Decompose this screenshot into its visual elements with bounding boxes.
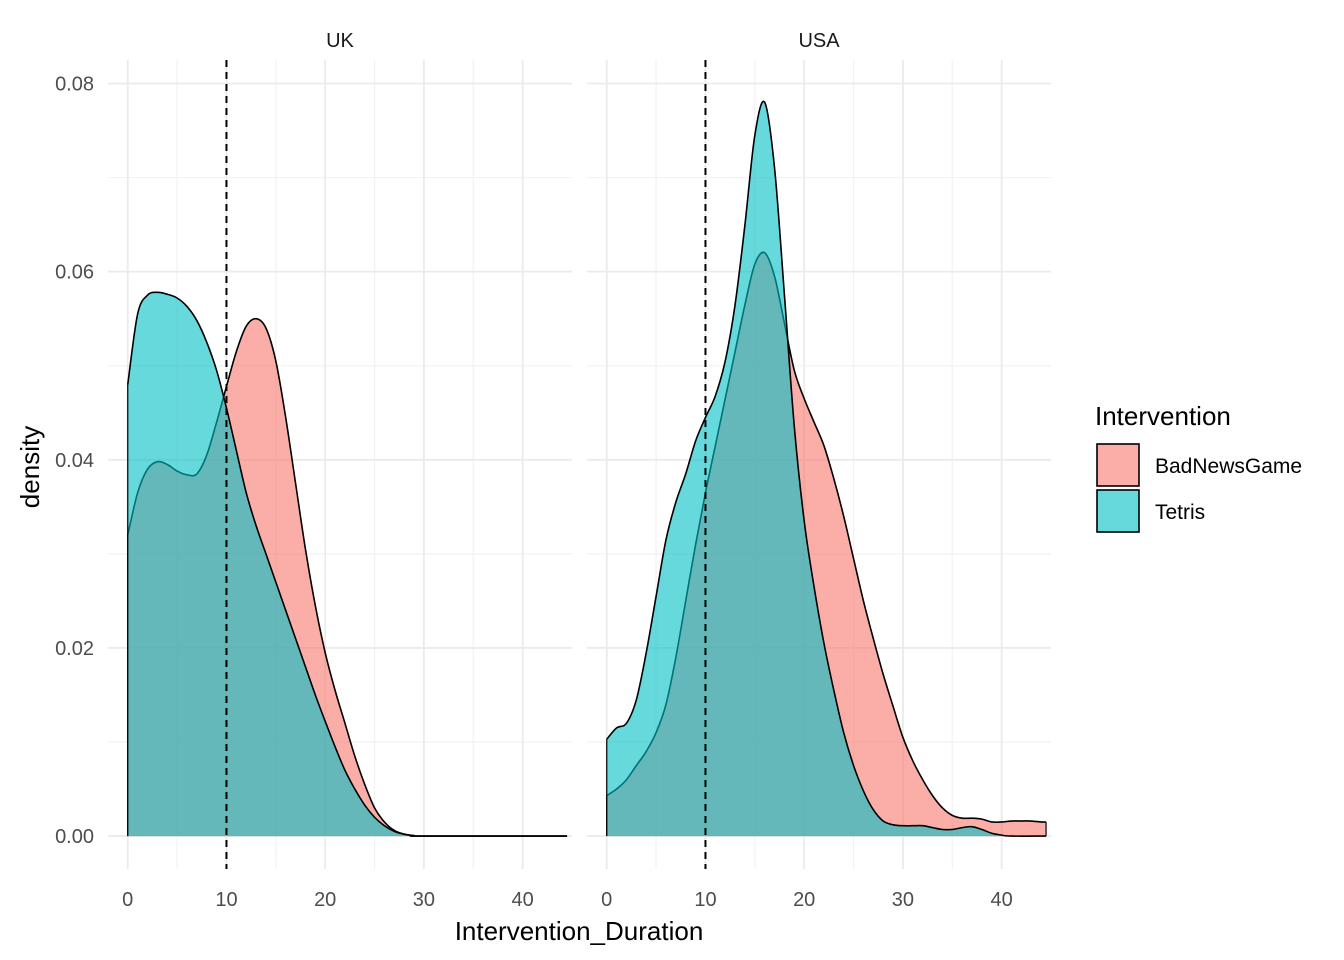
y-tick-label: 0.04	[55, 450, 94, 472]
legend-label: Tetris	[1155, 501, 1205, 524]
x-axis-title: Intervention_Duration	[455, 916, 704, 946]
legend-key-tetris	[1097, 490, 1139, 532]
y-tick-label: 0.08	[55, 74, 94, 96]
x-tick-label: 30	[892, 889, 914, 911]
x-tick-label: 10	[694, 889, 716, 911]
facet-strip-label: USA	[798, 30, 840, 52]
y-tick-label: 0.02	[55, 638, 94, 660]
x-tick-label: 10	[215, 889, 237, 911]
x-tick-label: 0	[122, 889, 133, 911]
x-tick-label: 0	[601, 889, 612, 911]
y-tick-label: 0.06	[55, 262, 94, 284]
x-tick-label: 20	[793, 889, 815, 911]
legend-key-badnewsgame	[1097, 444, 1139, 486]
y-axis-title: density	[15, 426, 45, 508]
legend-title: Intervention	[1095, 401, 1231, 431]
legend-label: BadNewsGame	[1155, 455, 1302, 478]
x-tick-label: 40	[991, 889, 1013, 911]
facet-strip-label: UK	[326, 30, 354, 52]
x-tick-label: 40	[512, 889, 534, 911]
y-tick-label: 0.00	[55, 826, 94, 848]
x-tick-label: 20	[314, 889, 336, 911]
x-tick-label: 30	[413, 889, 435, 911]
